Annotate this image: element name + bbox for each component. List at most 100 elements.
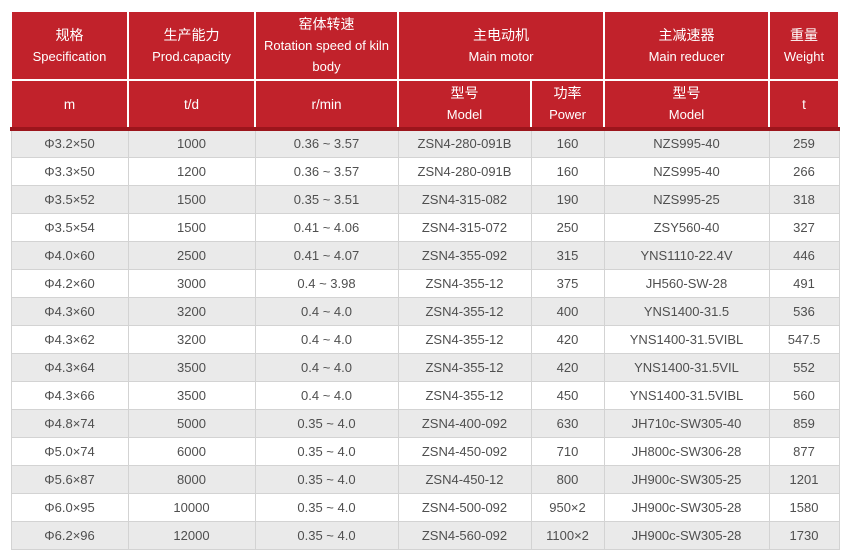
cell-weight: 491 xyxy=(768,268,840,298)
table-row: Φ4.3×66 3500 0.4 ~ 4.0 ZSN4-355-12 450 YNS140… xyxy=(10,380,840,410)
cell-weight: 877 xyxy=(768,436,840,466)
cell-reducer-model: NZS995-25 xyxy=(603,184,770,214)
cell-capacity: 3500 xyxy=(127,352,256,382)
header-capacity: 生产能力 Prod.capacity xyxy=(127,10,256,81)
header-rotation-unit: r/min xyxy=(254,79,399,131)
header-spec: 规格 Specification xyxy=(10,10,129,81)
cell-motor-power: 160 xyxy=(530,128,605,158)
header-rotation-en: Rotation speed of kiln body xyxy=(263,38,390,74)
cell-weight: 1730 xyxy=(768,520,840,550)
cell-spec: Φ3.2×50 xyxy=(10,128,129,158)
cell-motor-power: 420 xyxy=(530,324,605,354)
header-capacity-en: Prod.capacity xyxy=(152,48,231,64)
cell-motor-power: 710 xyxy=(530,436,605,466)
table-row: Φ4.3×62 3200 0.4 ~ 4.0 ZSN4-355-12 420 YNS140… xyxy=(10,324,840,354)
cell-reducer-model: YNS1400-31.5VIBL xyxy=(603,324,770,354)
cell-capacity: 6000 xyxy=(127,436,256,466)
header-weight: 重量 Weight xyxy=(768,10,840,81)
cell-rotation: 0.41 ~ 4.07 xyxy=(254,240,399,270)
cell-rotation: 0.36 ~ 3.57 xyxy=(254,156,399,186)
cell-weight: 1201 xyxy=(768,464,840,494)
reducer-model-en: Model xyxy=(668,107,705,122)
cell-motor-model: ZSN4-315-072 xyxy=(397,212,532,242)
cell-rotation: 0.35 ~ 4.0 xyxy=(254,492,399,522)
cell-capacity: 1500 xyxy=(127,212,256,242)
cell-motor-model: ZSN4-355-12 xyxy=(397,352,532,382)
cell-motor-power: 450 xyxy=(530,380,605,410)
header-weight-en: Weight xyxy=(783,48,825,64)
header-weight-zh: 重量 xyxy=(790,26,818,43)
header-spec-unit: m xyxy=(10,79,129,131)
cell-weight: 318 xyxy=(768,184,840,214)
cell-rotation: 0.4 ~ 4.0 xyxy=(254,296,399,326)
cell-reducer-model: YNS1400-31.5 xyxy=(603,296,770,326)
cell-spec: Φ4.3×64 xyxy=(10,352,129,382)
cell-weight: 446 xyxy=(768,240,840,270)
header-motor: 主电动机 Main motor xyxy=(397,10,605,81)
cell-motor-power: 1100×2 xyxy=(530,520,605,550)
header-spec-en: Specification xyxy=(32,48,107,64)
rotation-unit-label: r/min xyxy=(311,96,342,112)
cell-rotation: 0.4 ~ 4.0 xyxy=(254,352,399,382)
cell-reducer-model: JH900c-SW305-28 xyxy=(603,492,770,522)
cell-motor-power: 315 xyxy=(530,240,605,270)
weight-unit-label: t xyxy=(802,96,806,112)
header-reducer-zh: 主减速器 xyxy=(658,26,715,43)
cell-capacity: 2500 xyxy=(127,240,256,270)
cell-motor-power: 950×2 xyxy=(530,492,605,522)
kiln-spec-table: 规格 Specification 生产能力 Prod.capacity 窑体转速… xyxy=(10,10,840,550)
spec-table-body: Φ3.2×50 1000 0.36 ~ 3.57 ZSN4-280-091B 160 NZ… xyxy=(10,128,840,550)
header-motor-model: 型号 Model xyxy=(397,79,532,131)
cell-capacity: 8000 xyxy=(127,464,256,494)
cell-capacity: 1500 xyxy=(127,184,256,214)
cell-motor-model: ZSN4-315-082 xyxy=(397,184,532,214)
motor-power-en: Power xyxy=(549,107,586,122)
cell-reducer-model: ZSY560-40 xyxy=(603,212,770,242)
cell-capacity: 3200 xyxy=(127,296,256,326)
capacity-unit-label: t/d xyxy=(183,96,199,112)
cell-reducer-model: JH900c-SW305-28 xyxy=(603,520,770,550)
cell-capacity: 1000 xyxy=(127,128,256,158)
header-spec-zh: 规格 xyxy=(55,26,84,43)
header-reducer-en: Main reducer xyxy=(648,48,725,64)
cell-spec: Φ4.0×60 xyxy=(10,240,129,270)
cell-reducer-model: NZS995-40 xyxy=(603,128,770,158)
table-header: 规格 Specification 生产能力 Prod.capacity 窑体转速… xyxy=(10,10,840,131)
cell-motor-model: ZSN4-280-091B xyxy=(397,128,532,158)
cell-spec: Φ4.2×60 xyxy=(10,268,129,298)
cell-weight: 560 xyxy=(768,380,840,410)
cell-motor-model: ZSN4-355-12 xyxy=(397,268,532,298)
cell-reducer-model: YNS1110-22.4V xyxy=(603,240,770,270)
table-row: Φ4.0×60 2500 0.41 ~ 4.07 ZSN4-355-092 315 YNS… xyxy=(10,240,840,270)
cell-motor-power: 800 xyxy=(530,464,605,494)
table-row: Φ4.8×74 5000 0.35 ~ 4.0 ZSN4-400-092 630 JH71… xyxy=(10,408,840,438)
cell-spec: Φ4.8×74 xyxy=(10,408,129,438)
table-row: Φ3.2×50 1000 0.36 ~ 3.57 ZSN4-280-091B 160 NZ… xyxy=(10,128,840,158)
cell-capacity: 3200 xyxy=(127,324,256,354)
cell-weight: 859 xyxy=(768,408,840,438)
cell-spec: Φ5.0×74 xyxy=(10,436,129,466)
cell-capacity: 1200 xyxy=(127,156,256,186)
cell-motor-power: 420 xyxy=(530,352,605,382)
cell-motor-power: 400 xyxy=(530,296,605,326)
cell-rotation: 0.4 ~ 4.0 xyxy=(254,324,399,354)
cell-weight: 266 xyxy=(768,156,840,186)
cell-capacity: 3500 xyxy=(127,380,256,410)
cell-motor-power: 630 xyxy=(530,408,605,438)
header-reducer: 主减速器 Main reducer xyxy=(603,10,770,81)
cell-rotation: 0.35 ~ 4.0 xyxy=(254,436,399,466)
table-row: Φ4.3×60 3200 0.4 ~ 4.0 ZSN4-355-12 400 YNS140… xyxy=(10,296,840,326)
cell-rotation: 0.4 ~ 4.0 xyxy=(254,380,399,410)
cell-weight: 327 xyxy=(768,212,840,242)
cell-capacity: 12000 xyxy=(127,520,256,550)
cell-reducer-model: JH900c-SW305-25 xyxy=(603,464,770,494)
cell-weight: 536 xyxy=(768,296,840,326)
cell-motor-model: ZSN4-450-12 xyxy=(397,464,532,494)
header-capacity-unit: t/d xyxy=(127,79,256,131)
header-motor-en: Main motor xyxy=(468,48,534,64)
header-motor-zh: 主电动机 xyxy=(473,26,529,43)
cell-reducer-model: NZS995-40 xyxy=(603,156,770,186)
header-unit-row: m t/d r/min 型号 Model 功率 Power 型号 xyxy=(10,79,840,131)
cell-motor-model: ZSN4-560-092 xyxy=(397,520,532,550)
cell-weight: 259 xyxy=(768,128,840,158)
